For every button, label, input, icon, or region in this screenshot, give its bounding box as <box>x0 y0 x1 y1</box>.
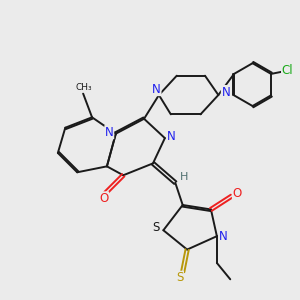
Text: N: N <box>221 85 230 98</box>
Text: N: N <box>105 126 114 139</box>
Text: N: N <box>167 130 176 143</box>
Text: CH₃: CH₃ <box>75 83 92 92</box>
Text: H: H <box>179 172 188 182</box>
Text: Cl: Cl <box>282 64 293 77</box>
Text: S: S <box>176 271 183 284</box>
Text: N: N <box>219 230 228 243</box>
Text: S: S <box>152 221 160 234</box>
Text: O: O <box>99 192 109 205</box>
Text: O: O <box>232 187 242 200</box>
Text: N: N <box>152 82 161 96</box>
